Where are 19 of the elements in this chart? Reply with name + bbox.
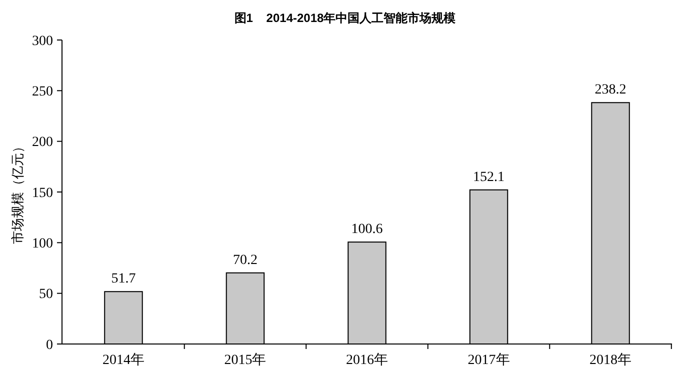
x-tick-label: 2014年 <box>102 352 144 368</box>
x-tick-label: 2015年 <box>224 352 266 368</box>
y-tick-label: 100 <box>32 236 53 252</box>
y-tick-label: 200 <box>32 135 53 150</box>
x-tick-label: 2016年 <box>346 352 388 368</box>
data-label: 70.2 <box>232 252 258 268</box>
y-tick-label: 50 <box>39 287 53 302</box>
data-label: 51.7 <box>111 272 136 287</box>
y-tick-label: 300 <box>32 34 53 49</box>
data-label: 100.6 <box>351 222 383 238</box>
x-tick-label: 2017年 <box>468 352 510 368</box>
chart-title: 图1 2014-2018年中国人工智能市场规模 <box>234 11 456 25</box>
x-tick-label: 2018年 <box>590 352 632 368</box>
data-label: 152.1 <box>473 170 505 185</box>
y-axis-title: 市场规模（亿元） <box>10 140 25 244</box>
y-tick-label: 0 <box>46 338 53 353</box>
y-tick-label: 150 <box>32 186 53 201</box>
y-tick-label: 250 <box>32 84 53 100</box>
data-label: 238.2 <box>594 82 626 98</box>
